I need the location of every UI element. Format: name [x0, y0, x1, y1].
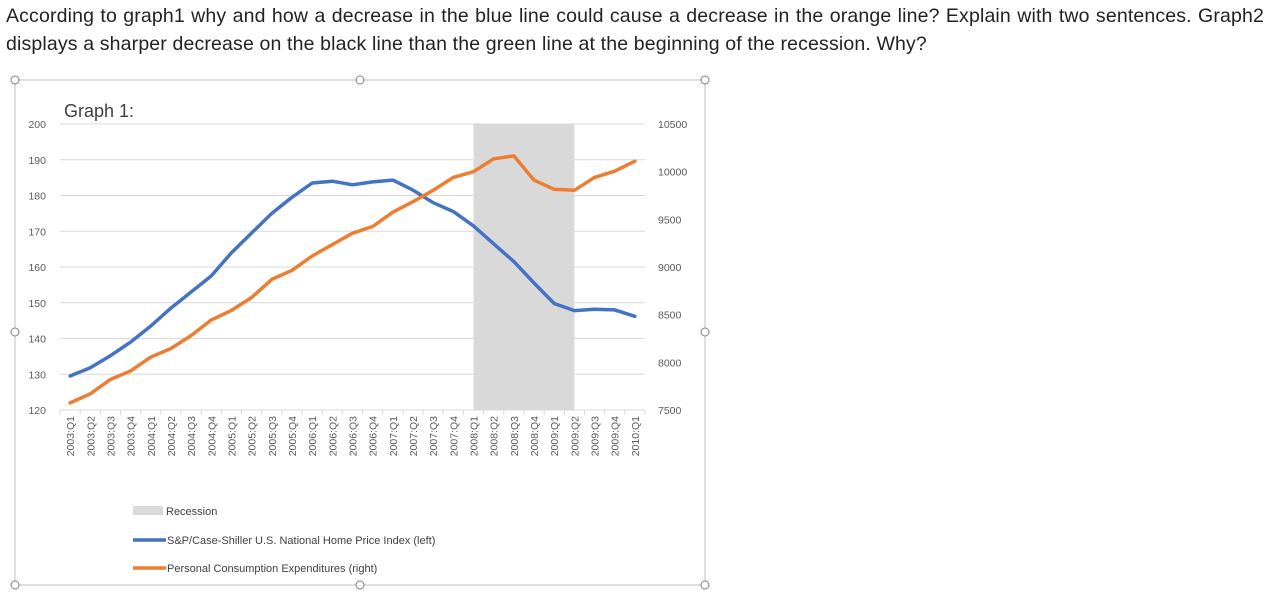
resize-handle[interactable] [10, 75, 20, 85]
chart-title: Graph 1: [64, 101, 134, 121]
x-axis-tick: 2003:Q1 [65, 416, 77, 456]
x-axis-tick: 2006:Q3 [348, 416, 360, 456]
x-axis-tick: 2004:Q2 [166, 416, 178, 456]
legend-label-series: S&P/Case-Shiller U.S. National Home Pric… [167, 535, 435, 547]
legend-label-recession: Recession [166, 506, 217, 518]
x-axis-tick: 2005:Q3 [267, 416, 279, 456]
x-axis-tick: 2008:Q1 [469, 416, 481, 456]
x-axis-tick: 2004:Q4 [206, 416, 218, 456]
x-axis-tick: 2009:Q1 [549, 416, 561, 456]
x-axis-tick: 2009:Q2 [569, 416, 581, 456]
resize-handle[interactable] [355, 580, 365, 590]
left-axis-tick: 200 [28, 119, 46, 131]
legend-label-series: Personal Consumption Expenditures (right… [167, 563, 377, 575]
legend-swatch-recession [133, 506, 163, 515]
resize-handle[interactable] [700, 327, 710, 337]
x-axis-tick: 2008:Q3 [509, 416, 521, 456]
right-axis-tick: 10000 [658, 167, 687, 179]
left-axis-tick: 170 [28, 226, 46, 238]
right-axis-tick: 10500 [658, 119, 687, 131]
x-axis-tick: 2010:Q1 [630, 416, 642, 456]
resize-handle[interactable] [700, 580, 710, 590]
x-axis-tick: 2004:Q3 [186, 416, 198, 456]
x-axis-tick: 2007:Q1 [388, 416, 400, 456]
resize-handle[interactable] [10, 580, 20, 590]
x-axis-tick: 2007:Q3 [428, 416, 440, 456]
left-axis-tick: 160 [28, 262, 46, 274]
right-axis-tick: 8000 [658, 357, 682, 369]
x-axis-tick: 2008:Q2 [489, 416, 501, 456]
right-axis-tick: 9000 [658, 262, 682, 274]
x-axis-tick: 2009:Q4 [610, 416, 622, 456]
x-axis-tick: 2005:Q4 [287, 416, 299, 456]
left-axis-tick: 130 [28, 369, 46, 381]
x-axis-tick: 2007:Q4 [448, 416, 460, 456]
left-axis-tick: 180 [28, 191, 46, 203]
x-axis-tick: 2004:Q1 [146, 416, 158, 456]
left-axis-tick: 150 [28, 298, 46, 310]
left-axis-tick: 120 [28, 405, 46, 417]
x-axis-tick: 2006:Q4 [368, 416, 380, 456]
series-line-pce [68, 154, 637, 405]
x-axis-tick: 2003:Q3 [105, 416, 117, 456]
x-axis-tick: 2003:Q4 [126, 416, 138, 456]
right-axis-tick: 7500 [658, 405, 682, 417]
right-axis-tick: 9500 [658, 214, 682, 226]
question-text: According to graph1 why and how a decrea… [6, 5, 1264, 55]
x-axis-tick: 2003:Q2 [85, 416, 97, 456]
x-axis-tick: 2006:Q2 [327, 416, 339, 456]
chart-frame[interactable] [14, 79, 706, 586]
x-axis-tick: 2005:Q2 [247, 416, 259, 456]
x-axis-tick: 2009:Q3 [590, 416, 602, 456]
left-axis-tick: 140 [28, 334, 46, 346]
resize-handle[interactable] [355, 75, 365, 85]
x-axis-tick: 2007:Q2 [408, 416, 420, 456]
legend: Recession S&P/Case-Shiller U.S. National … [133, 506, 435, 575]
x-axis-tick: 2006:Q1 [307, 416, 319, 456]
series-line-home-price-index [68, 178, 637, 378]
right-axis-tick: 8500 [658, 310, 682, 322]
left-axis-tick: 190 [28, 155, 46, 167]
x-axis-tick: 2005:Q1 [226, 416, 238, 456]
x-axis-tick: 2008:Q4 [529, 416, 541, 456]
resize-handle[interactable] [700, 75, 710, 85]
resize-handle[interactable] [10, 327, 20, 337]
